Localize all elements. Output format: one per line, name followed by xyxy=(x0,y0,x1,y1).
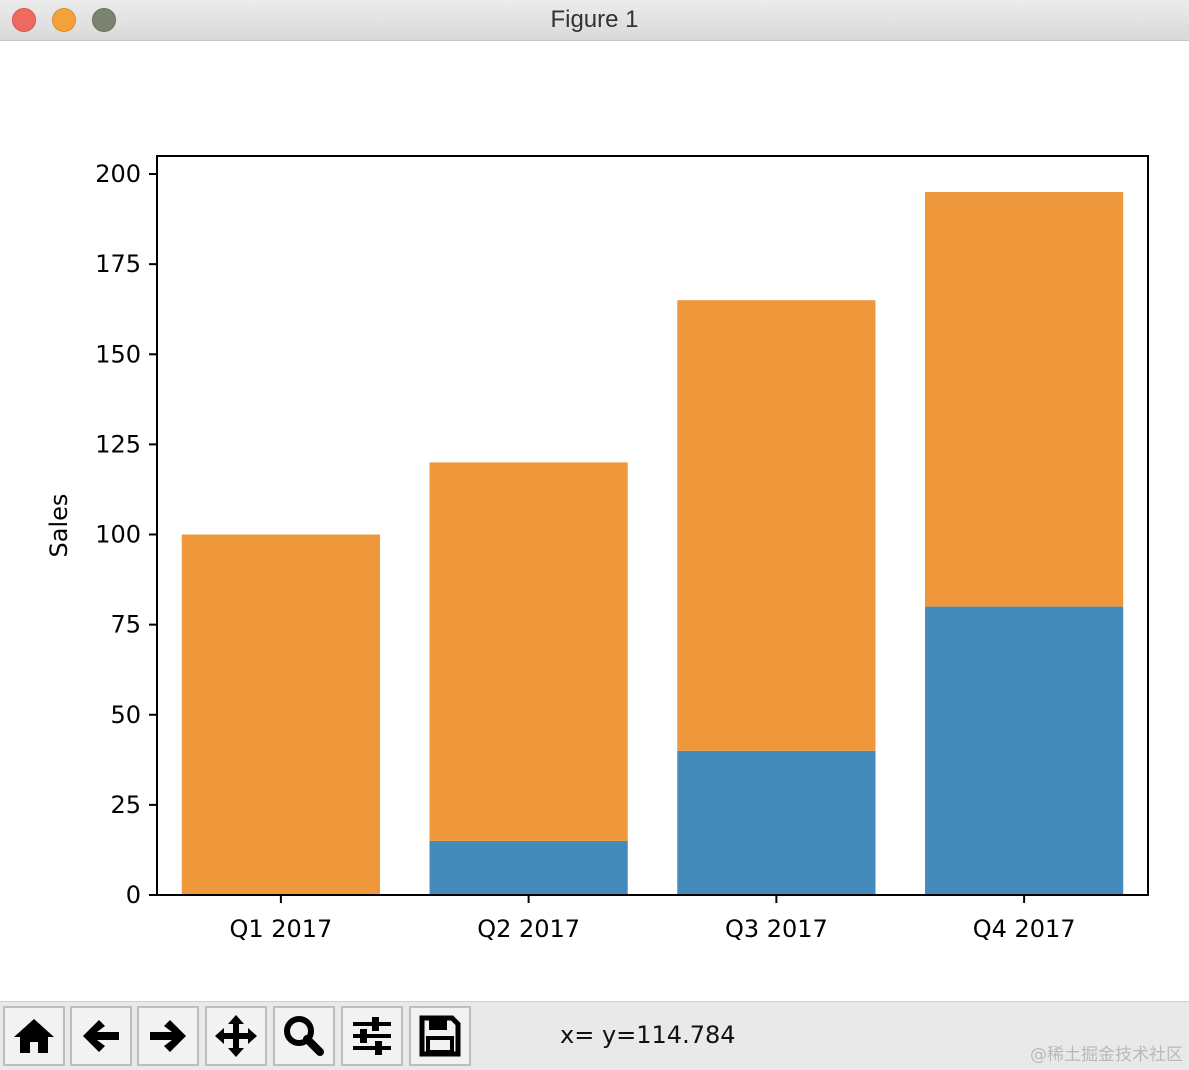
back-arrow-icon xyxy=(83,1020,119,1052)
bar-q4-2017-series-1 xyxy=(925,606,1124,895)
bar-q4-2017-series-2 xyxy=(925,192,1124,607)
bar-q2-2017-series-2 xyxy=(429,462,628,841)
y-tick-label: 100 xyxy=(95,521,141,549)
back-button[interactable] xyxy=(70,1006,132,1066)
window-close-button[interactable] xyxy=(12,8,36,32)
window-minimize-button[interactable] xyxy=(52,8,76,32)
bar-q2-2017-series-1 xyxy=(429,840,628,895)
forward-arrow-icon xyxy=(150,1020,186,1052)
zoom-button[interactable] xyxy=(273,1006,335,1066)
pan-button[interactable] xyxy=(205,1006,267,1066)
window-title: Figure 1 xyxy=(550,6,639,33)
bar-q1-2017-series-2 xyxy=(181,534,380,895)
bar-q3-2017-series-2 xyxy=(677,300,876,751)
y-tick-label: 50 xyxy=(110,701,141,729)
y-tick-label: 0 xyxy=(126,881,141,909)
bar-q3-2017-series-1 xyxy=(677,750,876,895)
save-icon xyxy=(419,1015,461,1057)
zoom-icon xyxy=(284,1016,324,1056)
configure-subplots-button[interactable] xyxy=(341,1006,403,1066)
x-tick-label: Q3 2017 xyxy=(725,915,828,943)
configure-subplots-icon xyxy=(353,1017,391,1055)
navigation-toolbar xyxy=(0,1001,1189,1070)
forward-button[interactable] xyxy=(137,1006,199,1066)
window-titlebar: Figure 1 xyxy=(0,0,1189,41)
plot-frame xyxy=(156,155,1149,896)
cursor-coordinates: x= y=114.784 xyxy=(560,1021,736,1049)
y-axis-label: Sales xyxy=(45,494,73,558)
y-tick-label: 25 xyxy=(110,791,141,819)
save-button[interactable] xyxy=(409,1006,471,1066)
x-tick-label: Q1 2017 xyxy=(229,915,332,943)
watermark: @稀土掘金技术社区 xyxy=(1030,1045,1183,1065)
y-tick-label: 125 xyxy=(95,430,141,458)
window-maximize-button[interactable] xyxy=(92,8,116,32)
y-tick-label: 175 xyxy=(95,250,141,278)
x-tick-label: Q2 2017 xyxy=(477,915,580,943)
pan-icon xyxy=(215,1015,257,1057)
y-tick-label: 150 xyxy=(95,340,141,368)
home-button[interactable] xyxy=(3,1006,65,1066)
y-tick-label: 75 xyxy=(110,611,141,639)
home-icon xyxy=(14,1019,54,1053)
x-tick-label: Q4 2017 xyxy=(973,915,1076,943)
y-tick-label: 200 xyxy=(95,160,141,188)
chart-canvas: 0 25 50 75 100 125 150 175 200 Q1 2017 Q2 2017 Q3 2… xyxy=(45,155,1149,943)
